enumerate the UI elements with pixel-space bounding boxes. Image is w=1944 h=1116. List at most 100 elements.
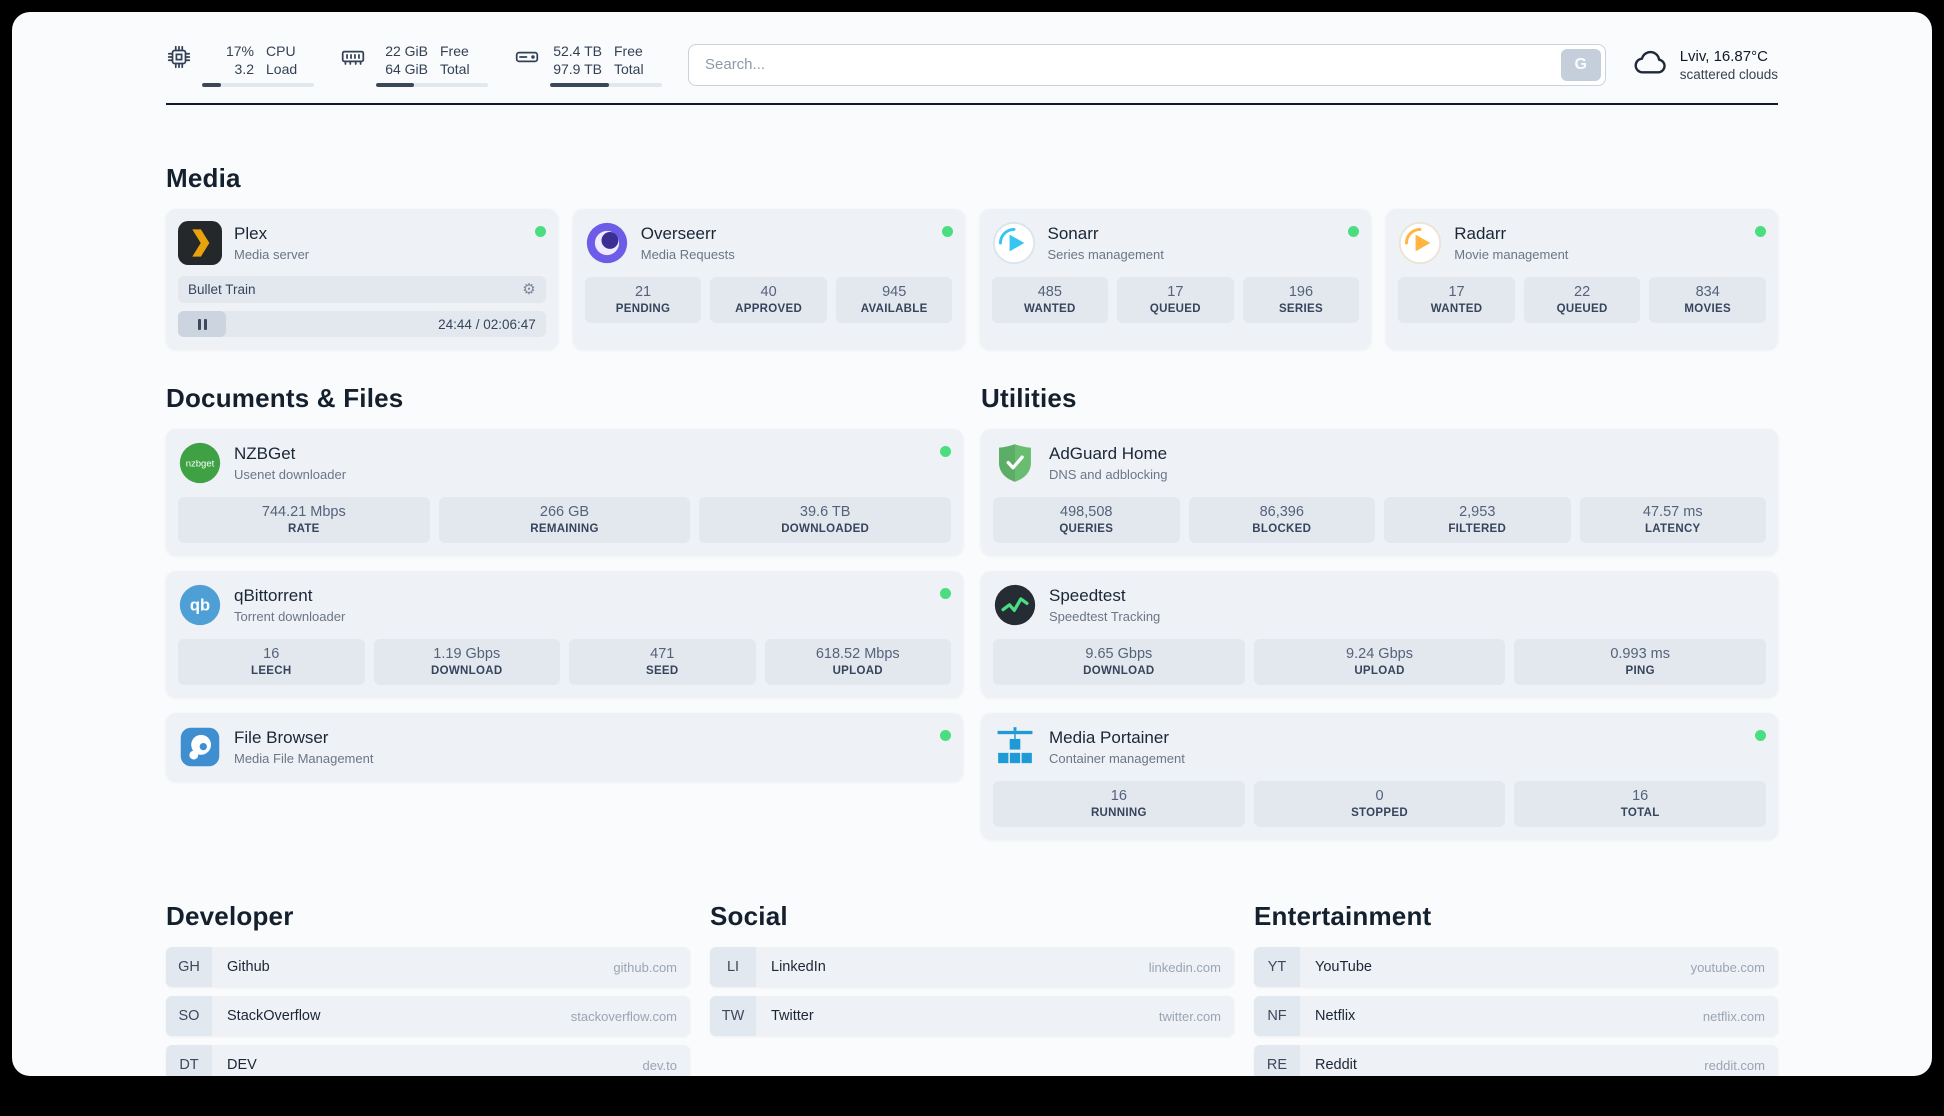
stat-block: 17 WANTED xyxy=(1398,277,1515,324)
pause-button[interactable] xyxy=(178,311,226,338)
plex-progress-row: 24:44 / 02:06:47 xyxy=(178,311,546,338)
service-subtitle: Media server xyxy=(234,247,310,263)
bookmark-netflix[interactable]: NF Netflix netflix.com xyxy=(1254,996,1778,1037)
adguard-card[interactable]: AdGuard Home DNS and adblocking 498,508 … xyxy=(981,429,1778,556)
service-name: File Browser xyxy=(234,728,329,748)
status-dot xyxy=(1755,730,1766,742)
filebrowser-card[interactable]: File Browser Media File Management xyxy=(166,713,963,782)
memory-free-label: Free xyxy=(440,43,469,59)
stat-block: 1.19 Gbps DOWNLOAD xyxy=(373,639,560,686)
stat-block: 196 SERIES xyxy=(1242,277,1360,324)
stat-block: 266 GB REMAINING xyxy=(438,497,691,544)
memory-free-value: 22 GiB xyxy=(385,43,428,59)
dashboard-panel: 17% 3.2 CPU Load xyxy=(12,12,1932,1076)
media-section: Media Plex Media server Bullet Train ⚙ xyxy=(166,163,1778,350)
speedtest-icon xyxy=(993,583,1037,627)
gear-icon[interactable]: ⚙ xyxy=(522,281,536,299)
now-playing-title: Bullet Train xyxy=(188,282,256,298)
stat-block: 16 TOTAL xyxy=(1514,781,1767,828)
disk-free-label: Free xyxy=(614,43,643,59)
status-dot xyxy=(940,730,951,742)
stat-block: 0.993 ms PING xyxy=(1514,639,1767,686)
bookmark-twitter[interactable]: TW Twitter twitter.com xyxy=(710,996,1234,1037)
disk-free-value: 52.4 TB xyxy=(553,43,602,59)
overseerr-icon xyxy=(585,221,629,265)
portainer-card[interactable]: Media Portainer Container management 16 … xyxy=(981,713,1778,840)
cpu-load-value: 3.2 xyxy=(234,61,254,78)
filebrowser-icon xyxy=(178,725,222,769)
stat-block: 0 STOPPED xyxy=(1253,781,1506,828)
stat-block: 86,396 BLOCKED xyxy=(1188,497,1375,544)
bookmark-github[interactable]: GH Github github.com xyxy=(166,947,690,988)
cpu-usage-bar xyxy=(202,83,314,88)
header-divider xyxy=(166,103,1778,106)
utilities-column: Utilities AdGuard Home DNS and adblockin… xyxy=(981,383,1778,855)
memory-usage-bar xyxy=(376,83,488,88)
service-subtitle: Series management xyxy=(1047,247,1164,263)
social-section-title: Social xyxy=(710,901,788,932)
plex-card[interactable]: Plex Media server Bullet Train ⚙ 24:44 /… xyxy=(166,209,558,350)
bookmark-dev[interactable]: DT DEV dev.to xyxy=(166,1045,690,1076)
status-dot xyxy=(941,226,953,238)
stat-block: 40 APPROVED xyxy=(710,277,827,324)
service-name: qBittorrent xyxy=(234,586,313,606)
stat-block: 16 LEECH xyxy=(178,639,365,686)
bookmark-youtube[interactable]: YT YouTube youtube.com xyxy=(1254,947,1778,988)
svg-text:nzbget: nzbget xyxy=(186,459,215,470)
entertainment-section-title: Entertainment xyxy=(1254,901,1432,932)
status-dot xyxy=(1755,226,1766,238)
svg-text:qb: qb xyxy=(190,597,210,615)
service-subtitle: DNS and adblocking xyxy=(1049,467,1168,483)
stat-block: 471 SEED xyxy=(569,639,756,686)
cpu-load-label: Load xyxy=(266,61,298,78)
overseerr-card[interactable]: Overseerr Media Requests 21 PENDING 40 A… xyxy=(572,209,965,350)
sonarr-card[interactable]: Sonarr Series management 485 WANTED 17 Q… xyxy=(979,209,1372,350)
social-bookmarks: Social LI LinkedIn linkedin.com TW Twitt… xyxy=(710,901,1234,1045)
stat-block: 945 AVAILABLE xyxy=(835,277,953,324)
bookmark-linkedin[interactable]: LI LinkedIn linkedin.com xyxy=(710,947,1234,988)
disk-usage-bar xyxy=(550,83,662,88)
nzbget-card[interactable]: nzbget NZBGet Usenet downloader 744.21 M… xyxy=(166,429,963,556)
memory-widget: 22 GiB 64 GiB Free Total xyxy=(340,42,488,88)
service-subtitle: Movie management xyxy=(1454,247,1569,263)
radarr-card[interactable]: Radarr Movie management 17 WANTED 22 QUE… xyxy=(1386,209,1778,350)
stat-block: 22 QUEUED xyxy=(1523,277,1641,324)
service-name: AdGuard Home xyxy=(1049,444,1168,464)
pause-icon xyxy=(197,318,201,330)
developer-bookmarks: Developer GH Github github.com SO StackO… xyxy=(166,901,690,1076)
stat-block: 834 MOVIES xyxy=(1649,277,1766,324)
service-subtitle: Media File Management xyxy=(234,751,374,767)
stat-block: 744.21 Mbps RATE xyxy=(178,497,430,544)
search-input[interactable] xyxy=(688,43,1606,86)
cpu-usage-value: 17% xyxy=(225,43,254,59)
bookmark-reddit[interactable]: RE Reddit reddit.com xyxy=(1254,1045,1778,1076)
media-section-title: Media xyxy=(166,163,241,194)
speedtest-card[interactable]: Speedtest Speedtest Tracking 9.65 Gbps D… xyxy=(981,571,1778,698)
status-dot xyxy=(534,226,546,238)
utilities-section-title: Utilities xyxy=(981,383,1077,414)
nzbget-icon: nzbget xyxy=(178,441,222,485)
cpu-widget: 17% 3.2 CPU Load xyxy=(166,42,314,88)
service-subtitle: Usenet downloader xyxy=(234,467,347,483)
service-name: Radarr xyxy=(1454,224,1507,244)
disk-icon xyxy=(514,44,540,75)
search-provider-button[interactable]: G xyxy=(1560,48,1601,81)
service-name: Speedtest xyxy=(1049,586,1126,606)
stat-block: 2,953 FILTERED xyxy=(1384,497,1571,544)
qbittorrent-card[interactable]: qb qBittorrent Torrent downloader 16 LEE… xyxy=(166,571,963,698)
bookmark-stackoverflow[interactable]: SO StackOverflow stackoverflow.com xyxy=(166,996,690,1037)
status-dot xyxy=(940,588,951,600)
stat-block: 485 WANTED xyxy=(991,277,1109,324)
cloud-icon xyxy=(1632,43,1670,86)
weather-condition: scattered clouds xyxy=(1679,66,1778,82)
top-bar: 17% 3.2 CPU Load xyxy=(166,42,1778,88)
service-name: Plex xyxy=(234,224,268,244)
service-subtitle: Media Requests xyxy=(640,247,735,263)
playback-time: 24:44 / 02:06:47 xyxy=(438,316,536,332)
qbittorrent-icon: qb xyxy=(178,583,222,627)
service-name: NZBGet xyxy=(234,444,296,464)
service-subtitle: Speedtest Tracking xyxy=(1049,609,1161,625)
radarr-icon xyxy=(1398,221,1442,265)
disk-total-value: 97.9 TB xyxy=(553,61,602,78)
memory-icon xyxy=(340,44,366,75)
